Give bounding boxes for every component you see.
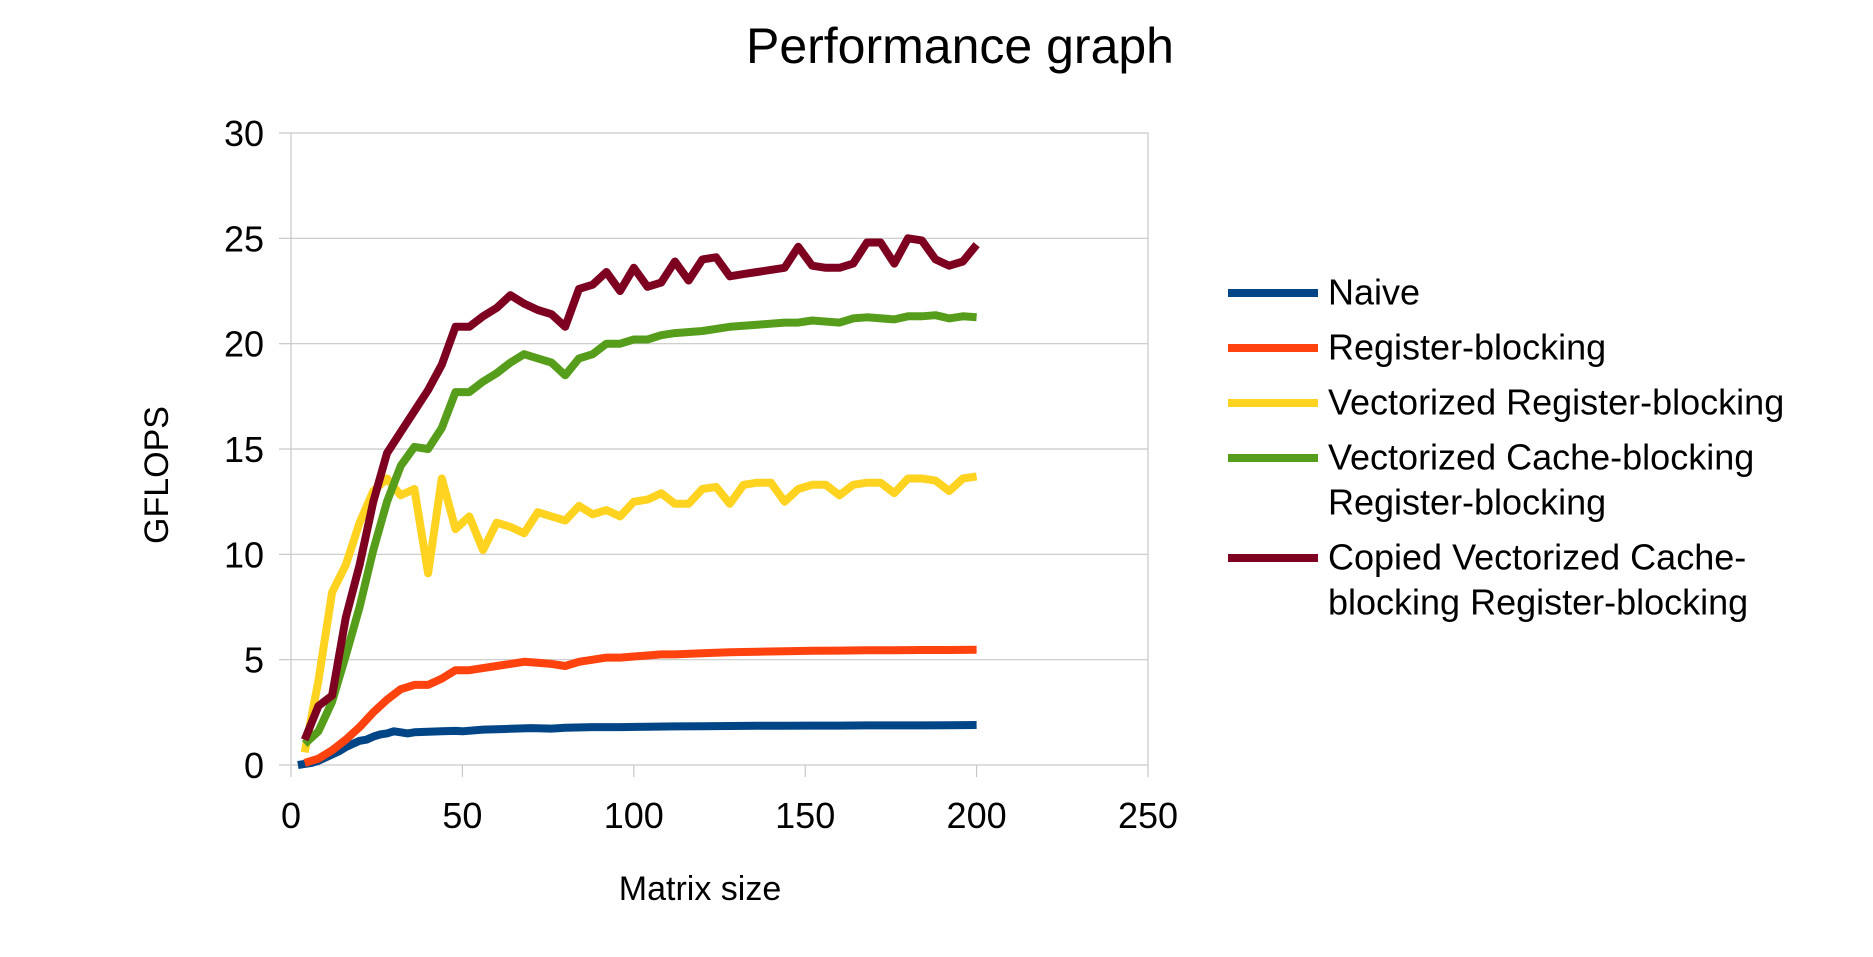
series-line-4 (300, 234, 980, 742)
x-axis-label: Matrix size (619, 870, 781, 908)
y-tick-label: 25 (224, 218, 264, 259)
x-axis-ticks: 0 50 100 150 200 250 (281, 765, 1178, 836)
legend-label: Copied Vectorized Cache-blocking Registe… (1328, 537, 1748, 623)
y-tick-label: 30 (224, 113, 264, 154)
y-tick-label: 5 (244, 640, 264, 681)
legend-item-1: Register-blocking (1228, 327, 1606, 368)
legend-item-3: Vectorized Cache-blocking Register-blocki… (1228, 437, 1754, 523)
x-tick-label: 150 (775, 795, 835, 836)
y-tick-label: 10 (224, 534, 264, 575)
legend-item-4: Copied Vectorized Cache-blocking Registe… (1228, 537, 1748, 623)
legend-item-0: Naive (1228, 272, 1420, 313)
legend-label: Vectorized Register-blocking (1328, 382, 1784, 423)
y-axis-ticks: 0 5 10 15 20 25 30 (224, 113, 291, 786)
legend-label: Vectorized Cache-blocking Register-blocki… (1328, 437, 1754, 523)
chart-title: Performance graph (746, 18, 1174, 74)
legend: Naive Register-blocking Vectorized Registe… (1228, 272, 1784, 623)
y-tick-label: 0 (244, 745, 264, 786)
series-line-2 (300, 472, 978, 754)
series-lines (297, 234, 980, 769)
legend-label: Register-blocking (1328, 327, 1606, 368)
legend-label: Naive (1328, 272, 1420, 313)
y-axis-label: GFLOPS (138, 406, 176, 544)
y-tick-label: 15 (224, 429, 264, 470)
x-tick-label: 50 (442, 795, 482, 836)
x-tick-label: 250 (1118, 795, 1178, 836)
x-tick-label: 200 (947, 795, 1007, 836)
legend-item-2: Vectorized Register-blocking (1228, 382, 1784, 423)
x-tick-label: 100 (604, 795, 664, 836)
series-line-1 (303, 645, 977, 767)
y-tick-label: 20 (224, 324, 264, 365)
series-line-3 (301, 311, 977, 747)
series-line-0 (297, 721, 977, 769)
x-tick-label: 0 (281, 795, 301, 836)
